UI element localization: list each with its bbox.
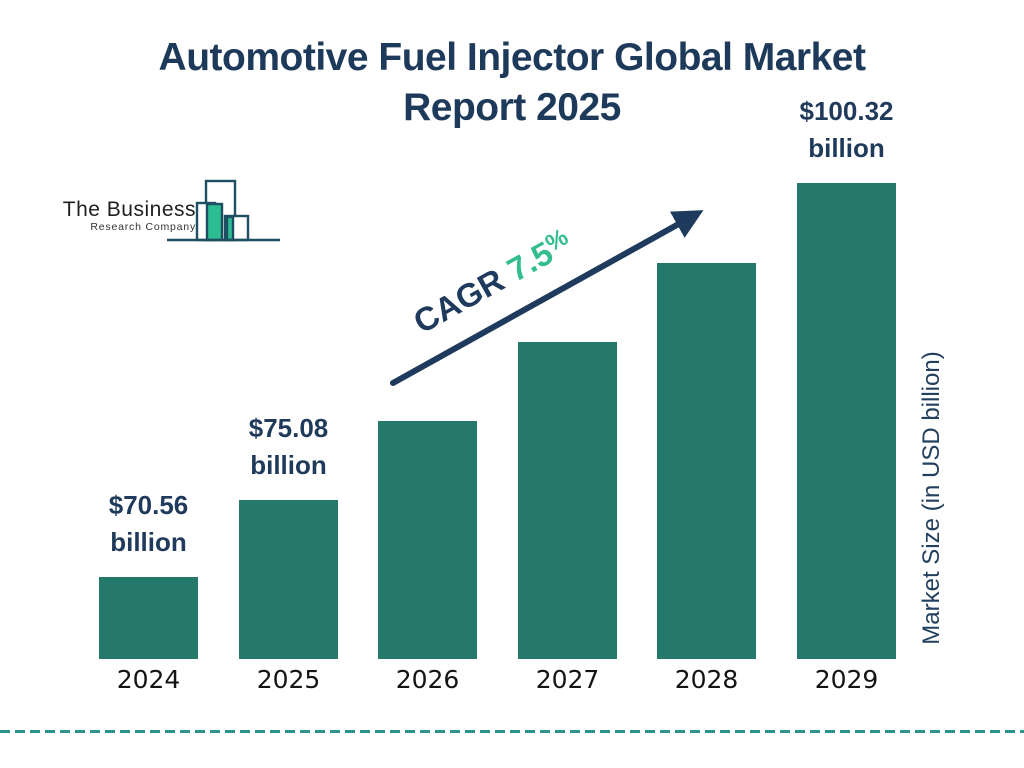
- y-axis-title: Market Size (in USD billion): [918, 351, 945, 645]
- bar-2029: [797, 183, 896, 659]
- logo-subname: Research Company: [90, 221, 196, 233]
- page-title: Automotive Fuel Injector Global Market R…: [0, 33, 1024, 133]
- x-axis-label-2028: 2028: [674, 665, 739, 694]
- x-axis-label-2029: 2029: [814, 665, 879, 694]
- page-title-line2: Report 2025: [403, 86, 621, 129]
- bar-value-label-2024: $70.56 billion: [108, 490, 189, 557]
- company-logo-text: The Business Research Company: [58, 198, 196, 234]
- bar-2024: [99, 577, 198, 659]
- bar-value-label-2029: $100.32 billion: [799, 96, 894, 163]
- bar-2027: [518, 342, 617, 659]
- x-axis-label-2026: 2026: [395, 665, 460, 694]
- logo-bar-chart-icon: [167, 179, 280, 242]
- x-axis-label-2025: 2025: [256, 665, 321, 694]
- logo-name: The Business: [62, 198, 196, 221]
- bar-2028: [657, 263, 756, 659]
- cagr-trend-arrow: [390, 210, 704, 386]
- page-title-line1: Automotive Fuel Injector Global Market: [158, 36, 866, 79]
- x-axis-label-2027: 2027: [535, 665, 600, 694]
- bar-2025: [239, 500, 338, 659]
- bottom-divider: [0, 730, 1024, 733]
- bar-2026: [378, 421, 477, 659]
- bar-value-label-2025: $75.08 billion: [248, 413, 329, 480]
- x-axis-label-2024: 2024: [116, 665, 181, 694]
